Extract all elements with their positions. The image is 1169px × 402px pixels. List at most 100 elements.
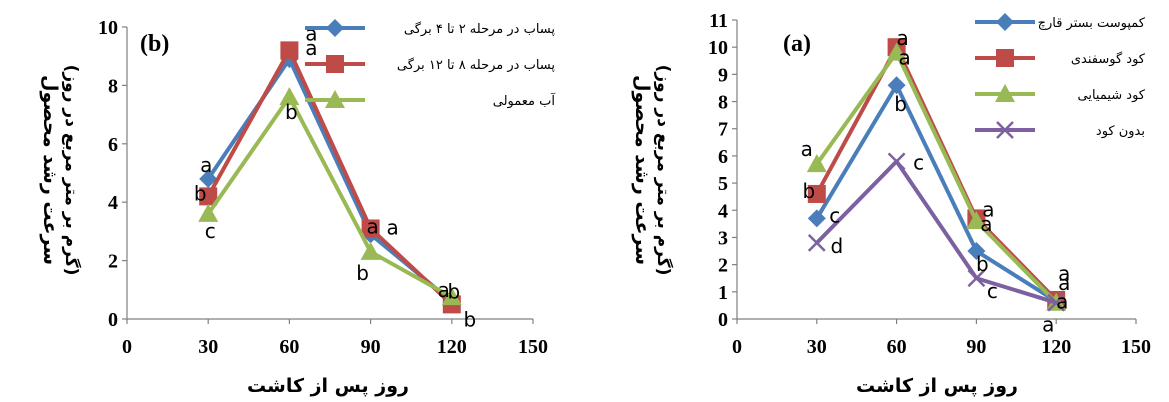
significance-letter-a-3-3: a	[1056, 290, 1068, 314]
data-point-b-2-0	[198, 203, 219, 222]
significance-letter-b-1-1: a	[305, 21, 317, 45]
x-tick-label-a: 60	[887, 336, 907, 358]
data-point-a-0-0	[807, 209, 826, 228]
x-tick-label-b: 0	[122, 336, 132, 358]
series-line-b-2	[206, 95, 453, 299]
y-tick-label-b: 6	[108, 134, 118, 156]
significance-letter-a-2-1: a	[898, 46, 910, 70]
legend-marker-a-3	[996, 121, 1014, 139]
panel-tag-b: (b)	[140, 31, 169, 57]
x-axis-title-a: روز پس از کاشت	[856, 375, 1018, 397]
panel-tag-a: (a)	[783, 31, 811, 57]
y-tick-label-a: 9	[718, 64, 728, 86]
x-tick-label-b: 90	[361, 336, 381, 358]
significance-letter-a-0-0: c	[829, 203, 840, 227]
significance-letter-a-1-3: a	[1058, 271, 1070, 295]
legend-label-b-2: آب معمولی	[493, 92, 557, 109]
data-point-a-3-2	[967, 269, 986, 288]
data-point-b-1-1	[280, 41, 299, 60]
significance-letter-a-1-0: b	[802, 179, 815, 203]
data-point-a-3-3	[1047, 293, 1066, 312]
y-tick-label-a: 6	[718, 146, 728, 168]
series-line-a-3	[815, 159, 1057, 305]
significance-letter-b-2-3: a	[438, 278, 450, 302]
legend-marker-b-2	[325, 90, 345, 108]
data-point-b-1-2	[361, 219, 380, 238]
series-layer-a	[806, 38, 1067, 312]
y-tick-label-a: 1	[718, 282, 728, 304]
legend-marker-b-1	[326, 55, 344, 73]
significance-letter-a-3-0: d	[830, 234, 843, 258]
data-point-a-2-2	[966, 211, 987, 230]
significance-letter-b-0-2: a	[366, 214, 378, 238]
y-axis-title-a: سرعت رشد محصول	[631, 75, 653, 265]
legend-label-a-2: کود شیمیایی	[1078, 88, 1146, 103]
data-point-a-2-1	[886, 42, 907, 61]
significance-letter-a-3-1: c	[913, 150, 924, 174]
y-tick-label-a: 11	[709, 10, 728, 32]
y-tick-label-b: 2	[108, 251, 118, 273]
series-line-b-0	[206, 57, 454, 304]
significance-letter-a-2-0: a	[801, 137, 813, 161]
significance-letter-b-1-2: a	[386, 215, 398, 239]
significance-letter-b-2-2: b	[356, 261, 369, 285]
legend-marker-a-2	[995, 84, 1015, 102]
y-tick-label-a: 7	[718, 119, 728, 141]
y-tick-label-b: 10	[98, 17, 118, 39]
y-tick-label-b: 0	[108, 309, 118, 331]
data-point-b-1-0	[199, 187, 218, 206]
significance-letter-b-0-0: a	[200, 153, 212, 177]
x-tick-label-b: 150	[518, 336, 548, 358]
x-tick-label-b: 60	[279, 336, 299, 358]
significance-letter-b-2-1: b	[285, 100, 298, 124]
legend-label-a-0: کمپوست بستر قارچ	[1038, 16, 1146, 31]
y-tick-label-a: 2	[718, 255, 728, 277]
legend-marker-a-0	[996, 13, 1014, 31]
data-point-b-0-0	[199, 169, 218, 188]
data-point-b-2-1	[279, 87, 300, 106]
x-tick-label-a: 150	[1121, 336, 1151, 358]
y-tick-label-a: 3	[718, 227, 728, 249]
data-point-b-2-2	[360, 241, 381, 260]
data-point-a-3-0	[807, 234, 826, 252]
significance-letter-b-1-3: b	[463, 307, 476, 331]
significance-letter-b-0-1: a	[305, 36, 317, 60]
significance-letter-b-0-3: b	[447, 279, 460, 303]
x-axis-title-b: روز پس از کاشت	[247, 375, 409, 397]
series-line-a-2	[815, 50, 1058, 305]
y-tick-label-b: 4	[108, 192, 118, 214]
legend-label-b-0: پساب در مرحله ۲ تا ۴ برگی	[404, 21, 555, 37]
legend-label-b-1: پساب در مرحله ۸ تا ۱۲ برگی	[397, 57, 555, 73]
y-tick-label-a: 4	[718, 200, 728, 222]
series-line-b-1	[206, 48, 454, 306]
data-point-a-3-1	[887, 152, 906, 171]
series-line-a-0	[815, 83, 1058, 304]
legend-marker-b-0	[326, 19, 344, 37]
x-tick-label-a: 30	[807, 336, 827, 358]
legend-label-a-1: کود گوسفندی	[1071, 51, 1146, 67]
legend-b: پساب در مرحله ۲ تا ۴ برگی پساب در مرحله ۸…	[305, 19, 556, 109]
y-axis-unit-a: (گرم بر متر مربع در روز)	[653, 65, 674, 276]
axes-b: 0 2 4 6 8 10 0 30 60 90 120 150	[98, 17, 548, 358]
legend-a: کمپوست بستر قارچ کود گوسفندی کود شیمیایی بد…	[975, 13, 1146, 139]
y-axis-title-b: سرعت رشد محصول	[39, 75, 61, 265]
x-tick-label-a: 0	[732, 336, 742, 358]
significance-letter-a-2-2: a	[980, 212, 992, 236]
axes-a: 0 1 2 3 4 5 6 7 8 9 10 11 0 30 60 90 120 150	[708, 10, 1151, 358]
series-layer-b	[198, 41, 462, 314]
y-tick-label-a: 5	[718, 173, 728, 195]
y-tick-label-b: 8	[108, 75, 118, 97]
x-tick-label-a: 120	[1041, 336, 1071, 358]
data-point-a-0-2	[967, 242, 986, 261]
y-tick-label-a: 10	[708, 37, 728, 59]
significance-letter-a-0-3: a	[1042, 312, 1054, 336]
significance-letter-a-0-2: b	[976, 252, 989, 276]
series-line-a-1	[815, 45, 1058, 302]
y-axis-unit-b: (گرم بر متر مربع در روز)	[61, 65, 82, 276]
significance-letter-a-1-1: a	[896, 26, 908, 50]
